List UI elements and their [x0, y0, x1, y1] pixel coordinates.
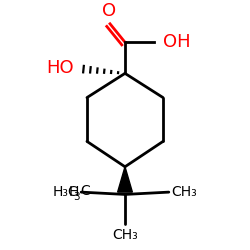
Text: HO: HO: [47, 59, 74, 77]
Text: C: C: [80, 184, 90, 198]
Text: H₃C: H₃C: [53, 185, 78, 199]
Text: CH₃: CH₃: [172, 185, 197, 199]
Polygon shape: [118, 167, 132, 192]
Text: CH₃: CH₃: [112, 228, 138, 242]
Text: H: H: [68, 185, 79, 199]
Text: 3: 3: [74, 192, 80, 202]
Text: OH: OH: [163, 33, 191, 51]
Text: O: O: [102, 2, 116, 20]
